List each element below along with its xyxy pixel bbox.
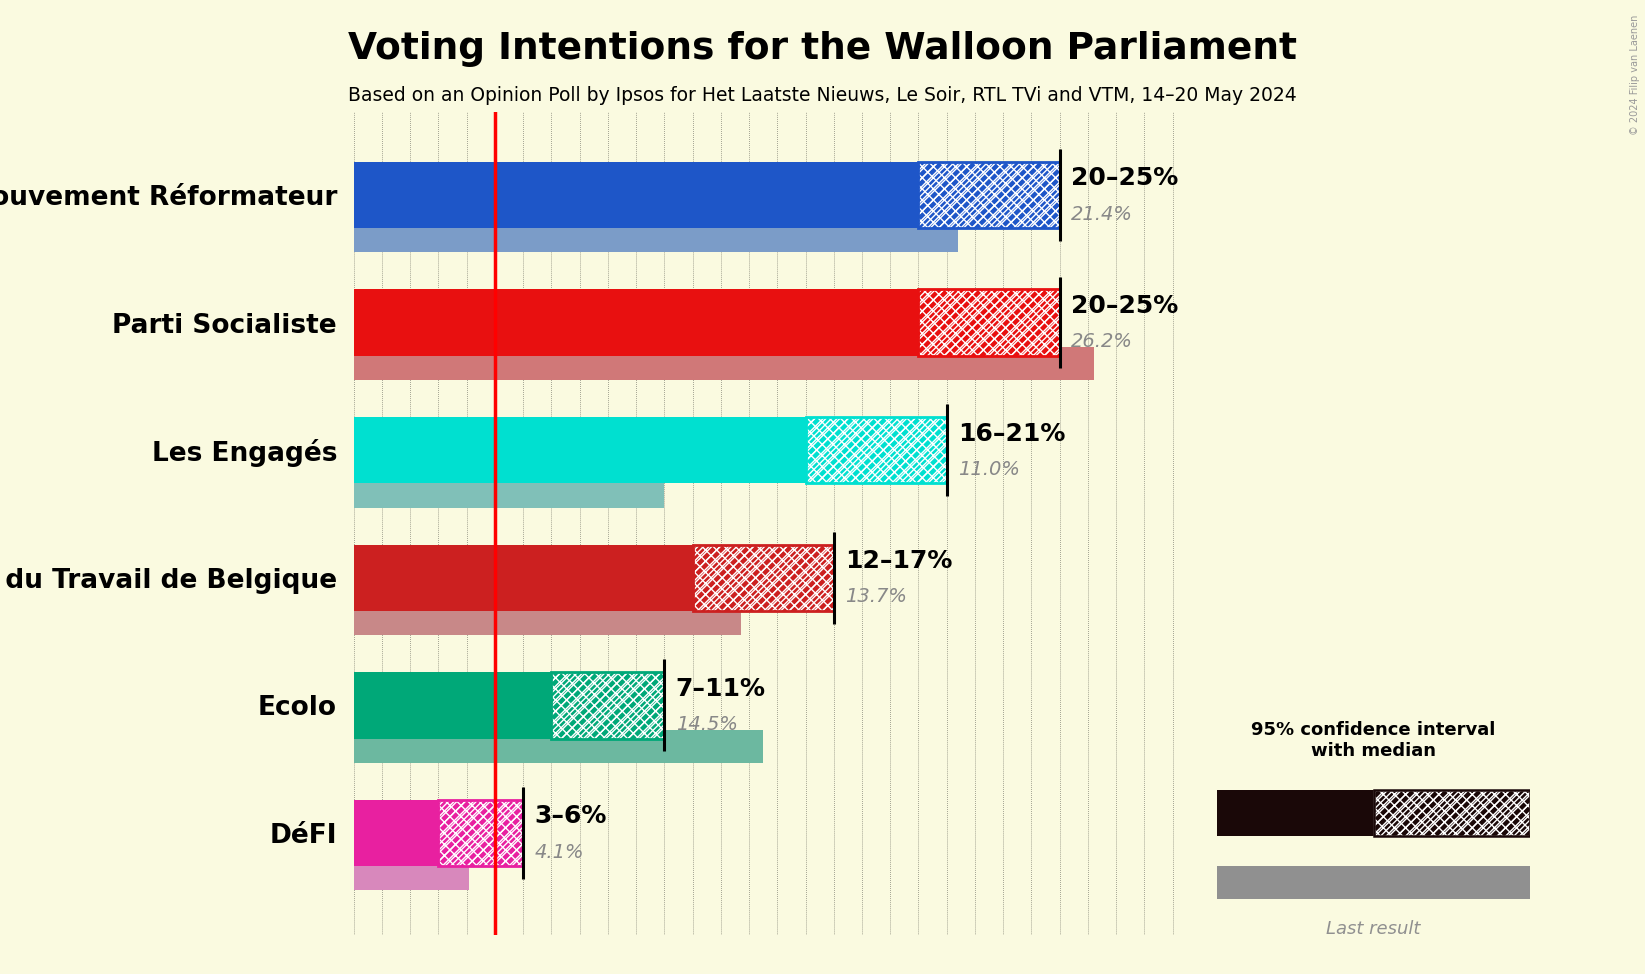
Bar — [918, 162, 1059, 228]
Bar — [439, 800, 523, 866]
Bar — [693, 544, 834, 611]
Bar — [693, 544, 834, 611]
Bar — [439, 800, 523, 866]
Bar — [693, 544, 834, 611]
Bar — [354, 162, 918, 228]
Text: © 2024 Filip van Laenen: © 2024 Filip van Laenen — [1630, 15, 1640, 135]
Bar — [354, 347, 1094, 380]
Text: 3–6%: 3–6% — [535, 805, 607, 828]
Bar — [439, 800, 523, 866]
Bar — [354, 730, 763, 763]
Text: Voting Intentions for the Walloon Parliament: Voting Intentions for the Walloon Parlia… — [349, 31, 1296, 67]
Bar — [1374, 790, 1530, 836]
Bar — [354, 602, 740, 635]
Bar — [1374, 790, 1530, 836]
Bar — [354, 417, 806, 483]
Bar — [354, 219, 957, 252]
Text: 95% confidence interval
with median: 95% confidence interval with median — [1252, 721, 1495, 760]
Text: 13.7%: 13.7% — [846, 587, 906, 607]
Bar — [354, 800, 439, 866]
Bar — [918, 289, 1059, 356]
Text: 20–25%: 20–25% — [1071, 167, 1178, 190]
Bar — [1217, 866, 1530, 899]
Bar — [806, 417, 948, 483]
Bar — [551, 672, 665, 738]
Bar — [918, 289, 1059, 356]
Bar — [918, 162, 1059, 228]
Text: 12–17%: 12–17% — [846, 549, 952, 573]
Text: 11.0%: 11.0% — [957, 460, 1020, 479]
Bar — [1217, 790, 1374, 836]
Text: 21.4%: 21.4% — [1071, 205, 1133, 224]
Bar — [806, 417, 948, 483]
Text: 7–11%: 7–11% — [676, 677, 765, 700]
Text: 20–25%: 20–25% — [1071, 294, 1178, 318]
Bar — [1374, 790, 1530, 836]
Bar — [918, 162, 1059, 228]
Text: 26.2%: 26.2% — [1071, 332, 1133, 352]
Bar — [354, 289, 918, 356]
Bar — [354, 857, 469, 890]
Text: 4.1%: 4.1% — [535, 843, 584, 862]
Text: Based on an Opinion Poll by Ipsos for Het Laatste Nieuws, Le Soir, RTL TVi and V: Based on an Opinion Poll by Ipsos for He… — [349, 86, 1296, 105]
Text: 14.5%: 14.5% — [676, 715, 737, 734]
Bar — [354, 544, 693, 611]
Text: 16–21%: 16–21% — [957, 422, 1066, 445]
Bar — [918, 289, 1059, 356]
Bar — [551, 672, 665, 738]
Bar — [551, 672, 665, 738]
Bar — [354, 474, 665, 507]
Text: Last result: Last result — [1326, 920, 1421, 938]
Bar — [806, 417, 948, 483]
Bar — [354, 672, 551, 738]
